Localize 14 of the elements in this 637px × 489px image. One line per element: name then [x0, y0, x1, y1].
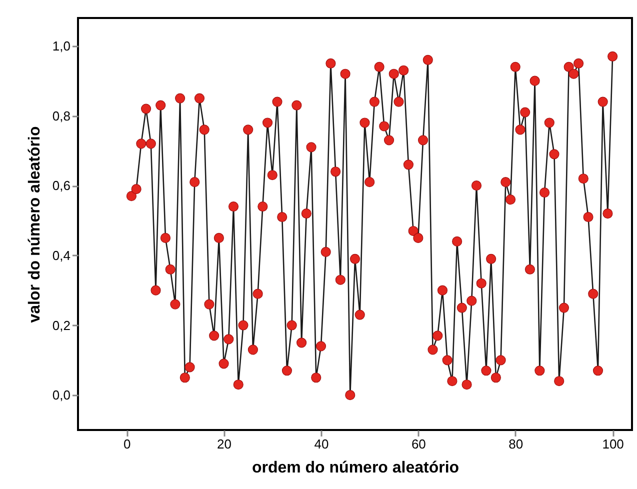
y-tick-label: 0,8: [52, 108, 70, 124]
y-tick-label: 1,0: [52, 38, 70, 54]
y-tick-label: 0,6: [52, 178, 70, 194]
x-tick-label: 40: [314, 436, 329, 452]
x-tick-label: 0: [123, 436, 131, 452]
x-tick-label: 60: [411, 436, 426, 452]
y-tick-label: 0,0: [52, 388, 70, 403]
x-tick-label: 80: [508, 436, 524, 452]
x-tick-label: 20: [217, 436, 232, 452]
y-axis-title: valor do número aleatório: [26, 126, 44, 323]
y-tick-label: 0,2: [52, 318, 70, 333]
x-tick-label: 100: [602, 436, 624, 452]
y-tick-label: 0,4: [52, 248, 70, 263]
x-axis-title: ordem do número aleatório: [252, 460, 460, 476]
